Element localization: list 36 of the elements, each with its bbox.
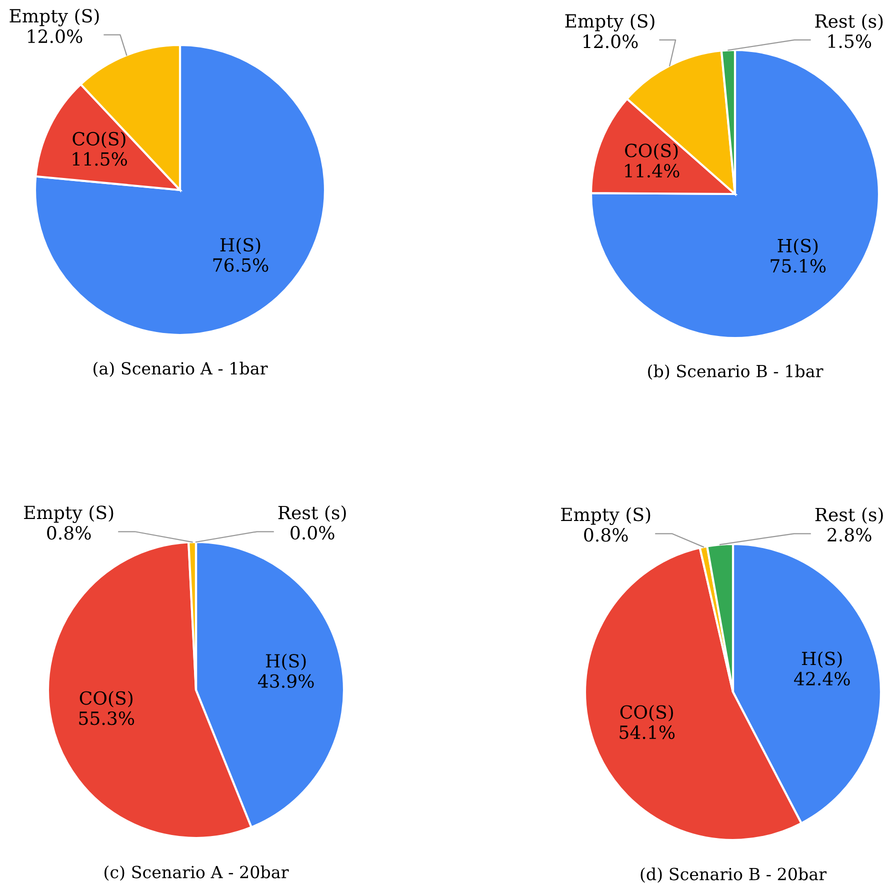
data-label: 75.1% (770, 259, 826, 273)
data-label: 76.5% (213, 258, 268, 272)
slice-label: Empty (S) (565, 14, 654, 32)
slice-label: H(S) (802, 651, 842, 668)
pie-slice (34, 44, 326, 336)
slice-label: CO(S) (80, 690, 132, 708)
text: (a) Scenario A - 1bar (94, 362, 268, 377)
slice-label: CO(S) (72, 132, 126, 148)
data-label: 12.0% (28, 29, 82, 44)
text: (c) Scenario A - 20bar (104, 865, 289, 881)
data-label: 2.8% (828, 528, 872, 542)
slice-label: H(S) (778, 238, 818, 256)
slice-label: CO(S) (625, 143, 678, 160)
data-label: 0.8% (584, 528, 628, 542)
slice-label: H(S) (220, 238, 260, 254)
data-label: 43.9% (258, 674, 314, 688)
data-label: 12.0% (584, 34, 638, 48)
slice-label: Rest (s) (815, 14, 883, 30)
slice-label: Rest (s) (815, 507, 883, 524)
pie-slice (590, 48, 880, 340)
data-label: 54.1% (620, 725, 675, 740)
slice-label: Empty (S) (10, 8, 99, 26)
slice-label: H(S) (266, 654, 306, 670)
category-label: Rest (s) (278, 505, 346, 522)
data-label: 42.4% (794, 672, 850, 686)
data-label: 0.8% (47, 526, 91, 540)
slice-label: Empty (S) (24, 505, 114, 523)
data-label: 55.3% (79, 711, 134, 726)
text: 0.0% (290, 526, 334, 540)
slice-label: CO(S) (620, 704, 674, 722)
slice-label: Empty (S) (561, 507, 650, 525)
text: (d) Scenario B - 20bar (640, 867, 827, 883)
text: (b) Scenario B - 1bar (648, 364, 824, 380)
data-label: 1.5% (828, 34, 872, 48)
data-label: 11.4% (625, 164, 680, 178)
data-label: 11.5% (72, 152, 127, 166)
